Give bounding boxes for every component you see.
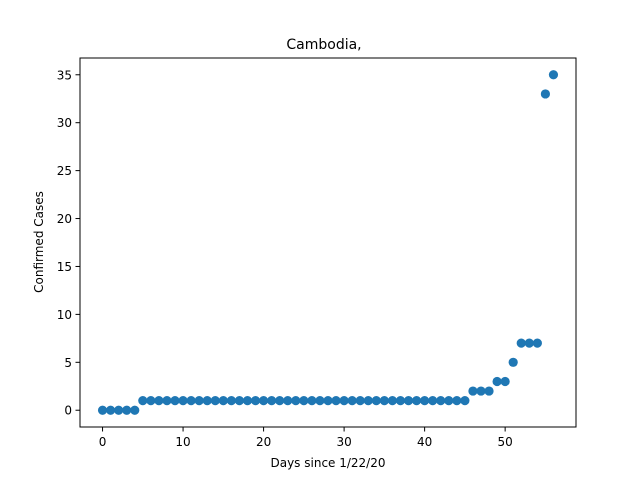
data-point	[411, 396, 422, 406]
y-axis-ticks: 0 5 10 15 20 25 30 35	[57, 68, 80, 418]
data-point	[291, 396, 301, 406]
data-point	[138, 396, 148, 406]
data-point	[267, 396, 277, 406]
data-point	[170, 396, 180, 406]
data-point	[226, 396, 236, 406]
data-point	[371, 396, 381, 406]
data-point	[315, 396, 325, 406]
data-point	[210, 396, 220, 406]
data-point	[428, 396, 438, 406]
data-point	[347, 396, 357, 406]
y-tick-label: 35	[57, 68, 72, 82]
y-tick-label: 25	[57, 164, 72, 178]
data-point	[436, 396, 446, 406]
x-tick-label: 40	[417, 435, 432, 449]
data-point	[130, 405, 140, 415]
data-point	[122, 405, 132, 415]
x-tick-label: 50	[498, 435, 513, 449]
plot-frame	[79, 57, 577, 428]
data-point	[339, 396, 349, 406]
data-point	[532, 338, 542, 348]
data-point	[202, 396, 212, 406]
data-point	[331, 396, 341, 406]
data-point	[323, 396, 333, 406]
y-tick-label: 0	[64, 404, 72, 418]
data-point	[540, 89, 551, 99]
data-point	[452, 396, 462, 406]
data-point	[299, 396, 309, 406]
data-point	[363, 396, 373, 406]
x-axis-ticks: 0 10 20 30 40 50	[99, 427, 513, 449]
data-point	[387, 396, 398, 406]
data-point	[275, 396, 285, 406]
data-point	[444, 396, 454, 406]
data-point	[548, 70, 559, 80]
data-point	[250, 396, 261, 406]
y-tick-label: 20	[57, 212, 72, 226]
data-point	[492, 376, 502, 387]
y-tick-label: 30	[57, 116, 72, 130]
data-point	[218, 396, 228, 406]
data-point	[186, 396, 196, 406]
x-tick-label: 30	[336, 435, 351, 449]
y-tick-label: 15	[57, 260, 72, 274]
data-points	[97, 70, 559, 415]
data-point	[97, 405, 108, 415]
data-point	[162, 396, 172, 406]
data-point	[114, 405, 124, 415]
x-axis-label: Days since 1/22/20	[270, 456, 385, 470]
data-point	[420, 396, 430, 406]
data-point	[355, 396, 365, 406]
chart-title: Cambodia,	[286, 37, 361, 53]
data-point	[468, 386, 478, 396]
data-point	[283, 396, 293, 406]
data-point	[194, 396, 204, 406]
data-point	[146, 396, 156, 406]
data-point	[460, 396, 470, 406]
y-tick-label: 5	[64, 356, 72, 370]
x-tick-label: 10	[175, 435, 190, 449]
data-point	[178, 396, 188, 406]
data-point	[500, 376, 510, 387]
y-tick-label: 10	[57, 308, 72, 322]
data-point	[395, 396, 406, 406]
data-point	[307, 396, 317, 406]
data-point	[524, 338, 534, 348]
data-point	[242, 396, 253, 406]
data-point	[154, 396, 164, 406]
data-point	[379, 396, 389, 406]
x-tick-label: 20	[256, 435, 271, 449]
data-point	[234, 396, 245, 406]
data-point	[508, 357, 518, 367]
data-point	[516, 338, 526, 348]
data-point	[403, 396, 414, 406]
y-axis-label: Confirmed Cases	[32, 191, 46, 293]
x-tick-label: 0	[99, 435, 107, 449]
data-point	[484, 386, 494, 396]
data-point	[476, 386, 486, 396]
data-point	[258, 396, 269, 406]
data-point	[106, 405, 116, 415]
